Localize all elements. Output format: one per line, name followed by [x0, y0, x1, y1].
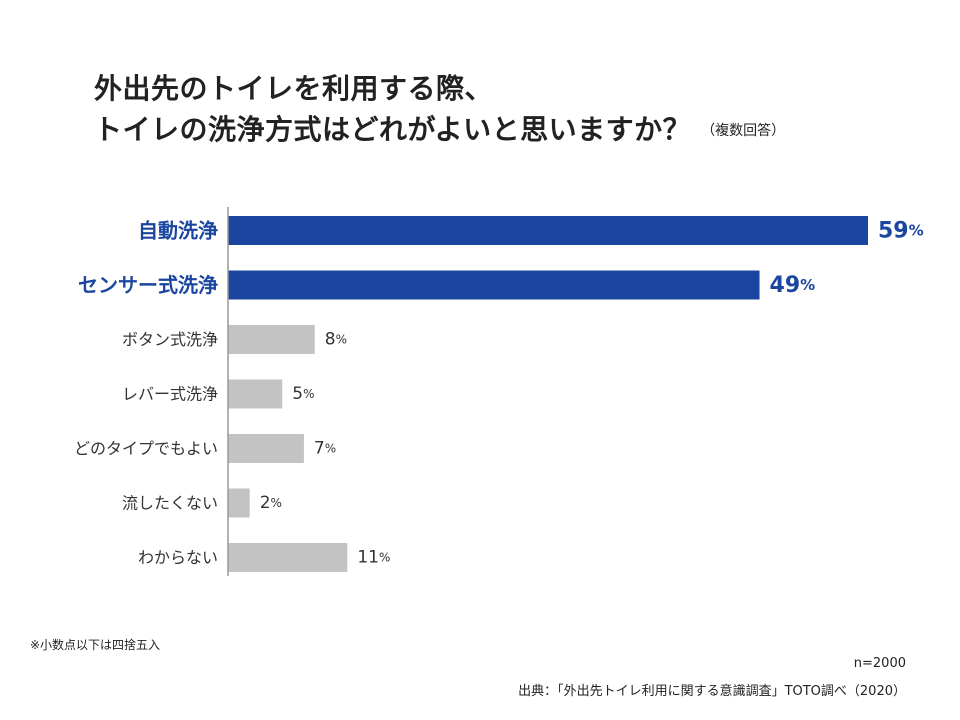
category-label-5: どのタイプでもよい: [74, 439, 218, 458]
title-note: （複数回答）: [701, 123, 786, 139]
category-label-2: センサー式洗浄: [78, 273, 218, 297]
bar-7: [228, 543, 348, 572]
bar-6: [228, 488, 250, 518]
bar-5: [228, 434, 304, 463]
value-label-1: 59%: [878, 218, 924, 243]
value-label-2: 49%: [770, 273, 816, 298]
chart-title: 外出先のトイレを利用する際、 トイレの洗浄方式はどれがよいと思いますか？ （複数回…: [94, 68, 785, 152]
footnote: ※小数点以下は四捨五入: [30, 638, 161, 652]
sample-size: n=2000: [853, 656, 906, 671]
category-label-4: レバー式洗浄: [122, 385, 218, 404]
category-label-6: 流したくない: [122, 494, 218, 513]
value-label-7: 11%: [357, 548, 390, 568]
bar-chart: 自動洗浄 59% センサー式洗浄 49% ボタン式洗浄 8% レバー式洗浄 5% どのタイプでも…: [74, 207, 924, 576]
value-label-6: 2%: [260, 493, 282, 513]
value-label-3: 8%: [325, 330, 347, 350]
value-label-5: 7%: [314, 439, 336, 459]
value-label-4: 5%: [292, 384, 314, 404]
bar-3: [228, 325, 315, 354]
category-label-7: わからない: [138, 548, 218, 567]
category-label-1: 自動洗浄: [138, 219, 218, 243]
category-label-3: ボタン式洗浄: [122, 330, 218, 349]
title-line-1: 外出先のトイレを利用する際、: [94, 72, 494, 105]
bar-2: [228, 270, 760, 300]
bar-4: [228, 379, 283, 409]
bar-1: [228, 216, 868, 245]
source-credit: 出典：「外出先トイレ利用に関する意識調査」TOTO調べ（2020）: [518, 684, 906, 699]
title-line-2: トイレの洗浄方式はどれがよいと思いますか？: [94, 113, 692, 146]
